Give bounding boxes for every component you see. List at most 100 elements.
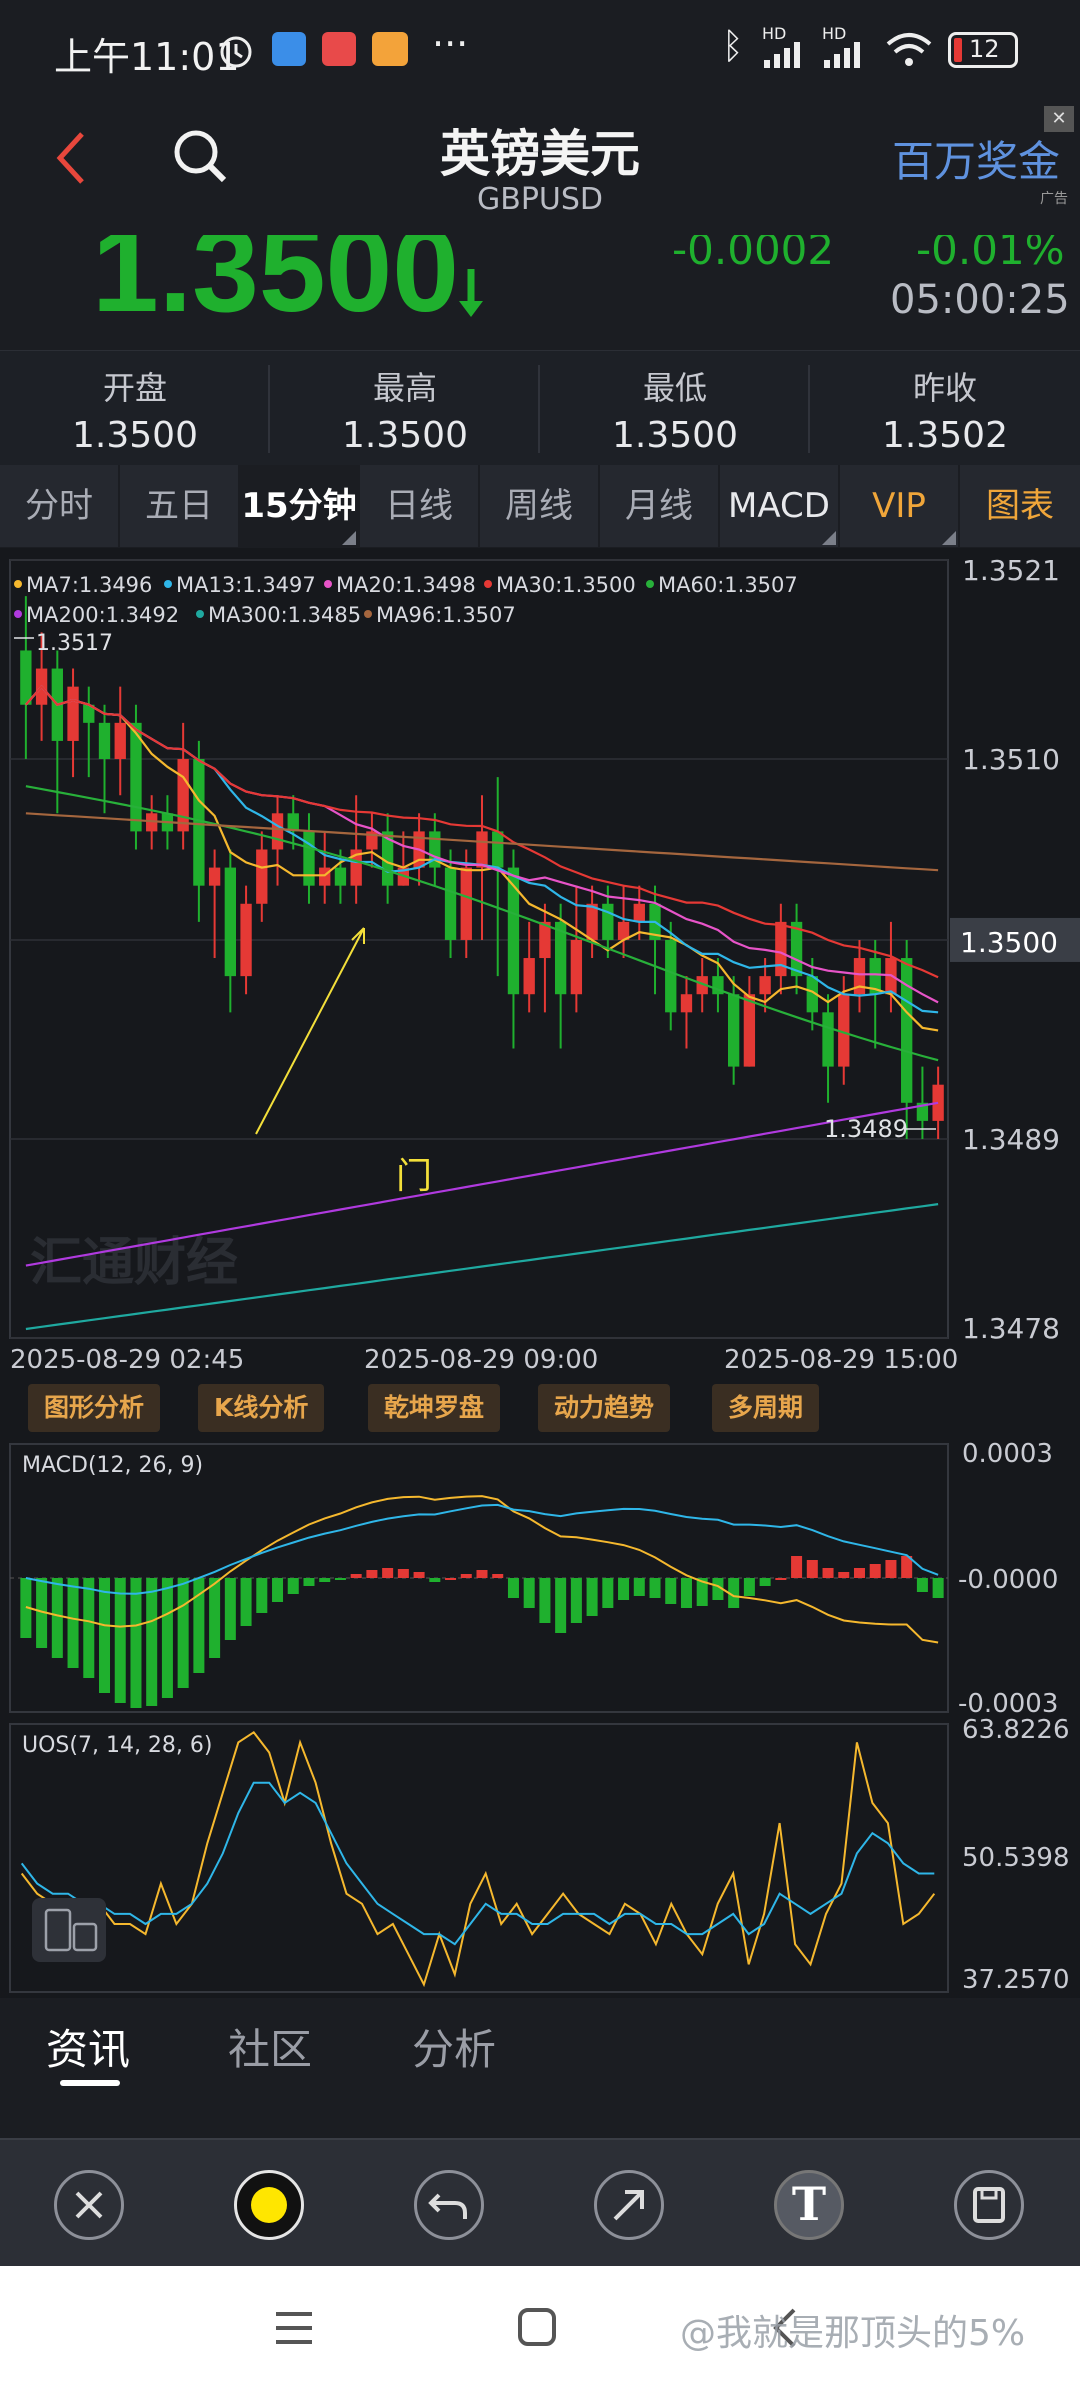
macd-histogram-bar: [114, 1578, 126, 1703]
undo-icon[interactable]: [414, 2170, 484, 2240]
macd-histogram-bar: [209, 1578, 221, 1658]
candle-body: [507, 867, 520, 995]
y-axis-tick: 1.3478: [962, 1312, 1060, 1345]
yellow-dot-icon[interactable]: [234, 2170, 304, 2240]
uos-slow-line: [20, 1781, 935, 1946]
analysis-button-kline[interactable]: K线分析: [198, 1384, 325, 1432]
candle-body: [114, 722, 126, 760]
candle-body: [460, 867, 472, 940]
tab-vip[interactable]: VIP: [840, 465, 960, 547]
macd-histogram-bar: [791, 1556, 803, 1578]
legend-dot: [14, 580, 22, 588]
macd-histogram-bar: [680, 1578, 692, 1608]
home-icon[interactable]: [516, 2306, 560, 2350]
macd-histogram-bar: [224, 1578, 236, 1640]
candle-body: [492, 831, 504, 868]
drawn-text: 门: [396, 1156, 432, 1197]
ad-banner-link[interactable]: 百万奖金: [892, 137, 1061, 186]
candle-body: [429, 831, 441, 868]
back-nav-icon[interactable]: [770, 2306, 800, 2350]
candle-body: [617, 921, 630, 940]
macd-histogram-bar: [853, 1568, 865, 1578]
current-price-label: 1.3500: [960, 926, 1058, 959]
macd-histogram-bar: [743, 1578, 755, 1596]
tab-15min[interactable]: 15分钟: [240, 465, 360, 547]
macd-histogram-bar: [476, 1570, 488, 1578]
page-title: 英镑美元: [440, 125, 640, 183]
tab-daily[interactable]: 日线: [360, 465, 480, 547]
text-icon[interactable]: T: [774, 2170, 844, 2240]
analysis-button-multi-period[interactable]: 多周期: [712, 1384, 820, 1432]
chart-area[interactable]: 1.3521 1.3510 1.3500 1.3489 1.3478 汇通财经 MA7:1.…: [0, 548, 1080, 1998]
analysis-button-compass[interactable]: 乾坤罗盘: [368, 1384, 501, 1432]
candle-body: [523, 958, 535, 995]
candle-body: [743, 994, 756, 1067]
candle-body: [334, 867, 347, 886]
macd-histogram-bar: [838, 1572, 850, 1578]
ma96-line: [25, 812, 939, 872]
candle-body: [444, 867, 457, 940]
uos-fast-line: [20, 1730, 936, 1988]
candle-body: [586, 903, 598, 940]
candle-body: [806, 976, 818, 1013]
candle-body: [381, 831, 394, 886]
kline-chart[interactable]: 1.3521 1.3510 1.3500 1.3489 1.3478 汇通财经 MA7:1.…: [0, 548, 1080, 1998]
search-icon[interactable]: [170, 126, 230, 186]
uos-label: UOS(7, 14, 28, 6): [22, 1733, 213, 1758]
uos-tick: 50.5398: [962, 1843, 1070, 1873]
macd-histogram-bar: [51, 1578, 63, 1658]
back-icon[interactable]: [52, 128, 92, 188]
tab-weekly[interactable]: 周线: [480, 465, 600, 547]
status-bar: 上午11:01 ··· ᛒ HD HD 12: [0, 0, 1080, 100]
legend-dot: [164, 580, 172, 588]
ma-legend-item: MA96:1.3507: [376, 603, 516, 627]
watermark-text: 汇通财经: [30, 1233, 238, 1293]
tab-intraday[interactable]: 分时: [0, 465, 120, 547]
legend-dot: [324, 580, 332, 588]
macd-histogram-bar: [429, 1578, 441, 1582]
tab-news[interactable]: 资讯: [46, 2025, 131, 2074]
arrow-icon[interactable]: [594, 2170, 664, 2240]
battery-icon: 12: [948, 32, 1018, 68]
y-axis-tick: 1.3510: [962, 743, 1060, 776]
macd-histogram-bar: [240, 1578, 252, 1626]
legend-dot: [196, 610, 204, 618]
tab-chart-settings[interactable]: 图表: [986, 486, 1054, 526]
rotate-screen-icon[interactable]: [32, 1898, 106, 1962]
tab-five-day[interactable]: 五日: [120, 465, 240, 547]
save-icon[interactable]: [954, 2170, 1024, 2240]
candle-body: [680, 994, 693, 1013]
app-notify-icon-2: [322, 32, 356, 66]
drawn-arrowhead: [351, 927, 365, 944]
ma300-line: [25, 1203, 939, 1331]
ad-close-icon[interactable]: ✕: [1044, 106, 1074, 132]
low-marker-label: 1.3489: [824, 1115, 908, 1143]
price-change-pct: -0.01%: [916, 235, 1065, 274]
analysis-button-shape[interactable]: 图形分析: [28, 1384, 161, 1432]
uos-tick: 37.2570: [962, 1965, 1070, 1995]
wifi-icon: [886, 33, 932, 66]
period-tabs: 分时 五日 15分钟 日线 周线 月线 MACD VIP 图表: [0, 465, 1080, 547]
candle-body: [240, 903, 252, 977]
x-axis-label: 2025-08-29 15:00: [724, 1345, 958, 1375]
uos-pane-frame: [9, 1723, 949, 1993]
macd-histogram-bar: [193, 1578, 205, 1673]
tab-community[interactable]: 社区: [228, 2025, 313, 2074]
menu-icon[interactable]: [272, 2308, 316, 2348]
price-change: -0.0002: [672, 235, 835, 274]
macd-histogram-bar: [492, 1574, 504, 1578]
tab-macd[interactable]: MACD: [720, 465, 840, 547]
candle-body: [932, 1084, 944, 1121]
candle-body: [20, 650, 32, 705]
macd-histogram-bar: [822, 1568, 834, 1578]
candle-body: [224, 867, 237, 977]
close-icon[interactable]: [54, 2170, 124, 2240]
network-label-2: HD: [822, 24, 847, 43]
tab-analysis[interactable]: 分析: [412, 2025, 497, 2074]
macd-histogram-bar: [397, 1569, 409, 1578]
analysis-button-momentum[interactable]: 动力趋势: [538, 1384, 671, 1432]
macd-histogram-bar: [901, 1556, 913, 1578]
tab-monthly[interactable]: 月线: [600, 465, 720, 547]
macd-histogram-bar: [130, 1578, 142, 1708]
macd-dea-line: [25, 1503, 939, 1595]
